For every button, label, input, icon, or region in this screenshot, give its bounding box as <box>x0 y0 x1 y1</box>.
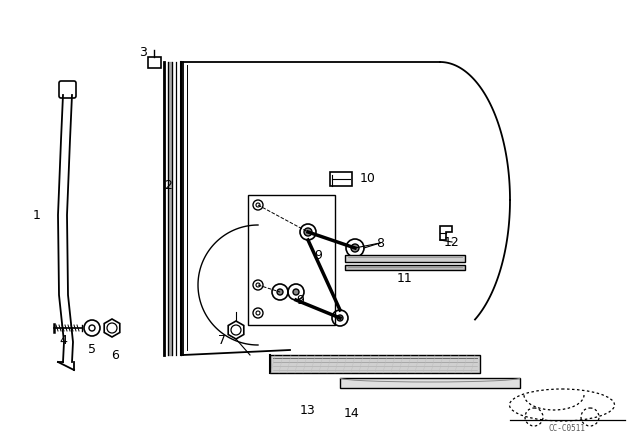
Text: 10: 10 <box>360 172 376 185</box>
Text: 14: 14 <box>344 406 360 419</box>
Circle shape <box>351 244 359 252</box>
Circle shape <box>304 228 312 236</box>
Bar <box>345 255 465 262</box>
Text: 8: 8 <box>376 237 384 250</box>
Text: 5: 5 <box>88 343 96 356</box>
Text: 6: 6 <box>111 349 119 362</box>
Bar <box>270 355 480 373</box>
Circle shape <box>256 311 260 315</box>
Circle shape <box>256 203 260 207</box>
Polygon shape <box>440 226 452 240</box>
Bar <box>345 265 465 270</box>
Circle shape <box>337 315 343 321</box>
Text: 9: 9 <box>314 249 322 262</box>
Text: 11: 11 <box>397 271 413 284</box>
Text: 13: 13 <box>300 404 316 417</box>
FancyBboxPatch shape <box>59 81 76 98</box>
Circle shape <box>293 289 299 295</box>
Polygon shape <box>228 321 244 339</box>
Text: CC-C0511: CC-C0511 <box>548 423 586 432</box>
Text: 2: 2 <box>164 178 172 191</box>
Text: 9: 9 <box>296 293 304 306</box>
Text: 4: 4 <box>59 333 67 346</box>
FancyBboxPatch shape <box>330 172 352 186</box>
Text: 3: 3 <box>139 46 147 59</box>
Text: 7: 7 <box>218 333 226 346</box>
Text: 1: 1 <box>33 208 41 221</box>
Bar <box>248 195 335 325</box>
FancyBboxPatch shape <box>148 57 161 68</box>
Text: 12: 12 <box>444 236 460 249</box>
Bar <box>340 378 520 388</box>
Polygon shape <box>104 319 120 337</box>
Circle shape <box>277 289 283 295</box>
Circle shape <box>256 283 260 287</box>
